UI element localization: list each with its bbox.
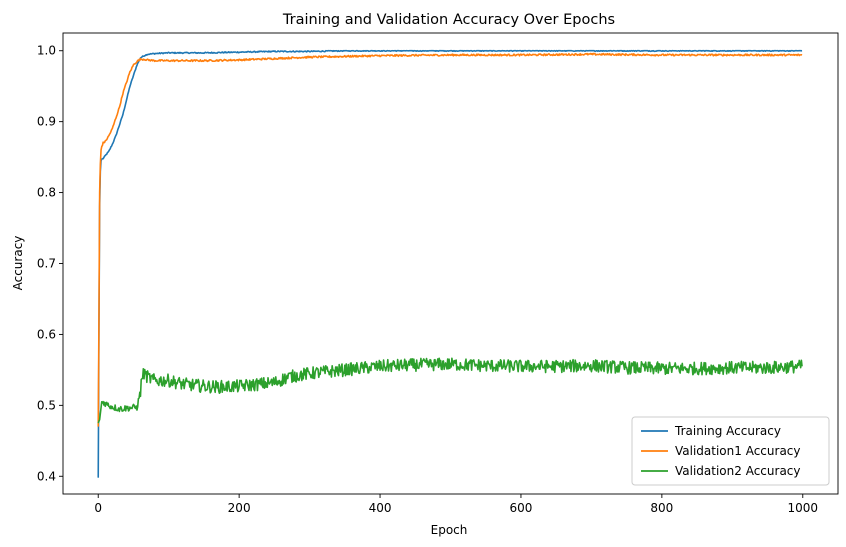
- x-tick-label: 800: [650, 501, 673, 515]
- chart-title: Training and Validation Accuracy Over Ep…: [282, 12, 615, 28]
- series-line-1: [97, 49, 803, 478]
- y-axis-ticks: 0.4 0.5 0.6 0.7 0.8 0.9 1.0: [37, 44, 63, 483]
- x-tick-label: 400: [369, 501, 392, 515]
- plot-area: [97, 49, 803, 478]
- x-axis-title: Epoch: [431, 523, 468, 537]
- x-tick-label: 200: [228, 501, 251, 515]
- y-tick-label: 1.0: [37, 44, 56, 58]
- legend: Training Accuracy Validation1 Accuracy Val…: [631, 416, 830, 486]
- x-tick-label: 0: [94, 501, 102, 515]
- legend-box: [631, 416, 830, 486]
- y-axis-title: Accuracy: [11, 236, 25, 291]
- series-line-2: [97, 52, 803, 427]
- y-tick-label: 0.8: [37, 186, 56, 200]
- y-tick-label: 0.4: [37, 469, 56, 483]
- y-tick-label: 0.6: [37, 327, 56, 341]
- legend-label: Validation2 Accuracy: [675, 464, 801, 478]
- x-axis-ticks: 0 200 400 600 800 1000: [94, 494, 818, 515]
- series-line-3: [97, 357, 803, 424]
- legend-label: Training Accuracy: [674, 424, 781, 438]
- legend-label: Validation1 Accuracy: [675, 444, 801, 458]
- y-tick-label: 0.9: [37, 115, 56, 129]
- y-tick-label: 0.7: [37, 257, 56, 271]
- x-tick-label: 600: [510, 501, 533, 515]
- y-tick-label: 0.5: [37, 398, 56, 412]
- x-tick-label: 1000: [787, 501, 818, 515]
